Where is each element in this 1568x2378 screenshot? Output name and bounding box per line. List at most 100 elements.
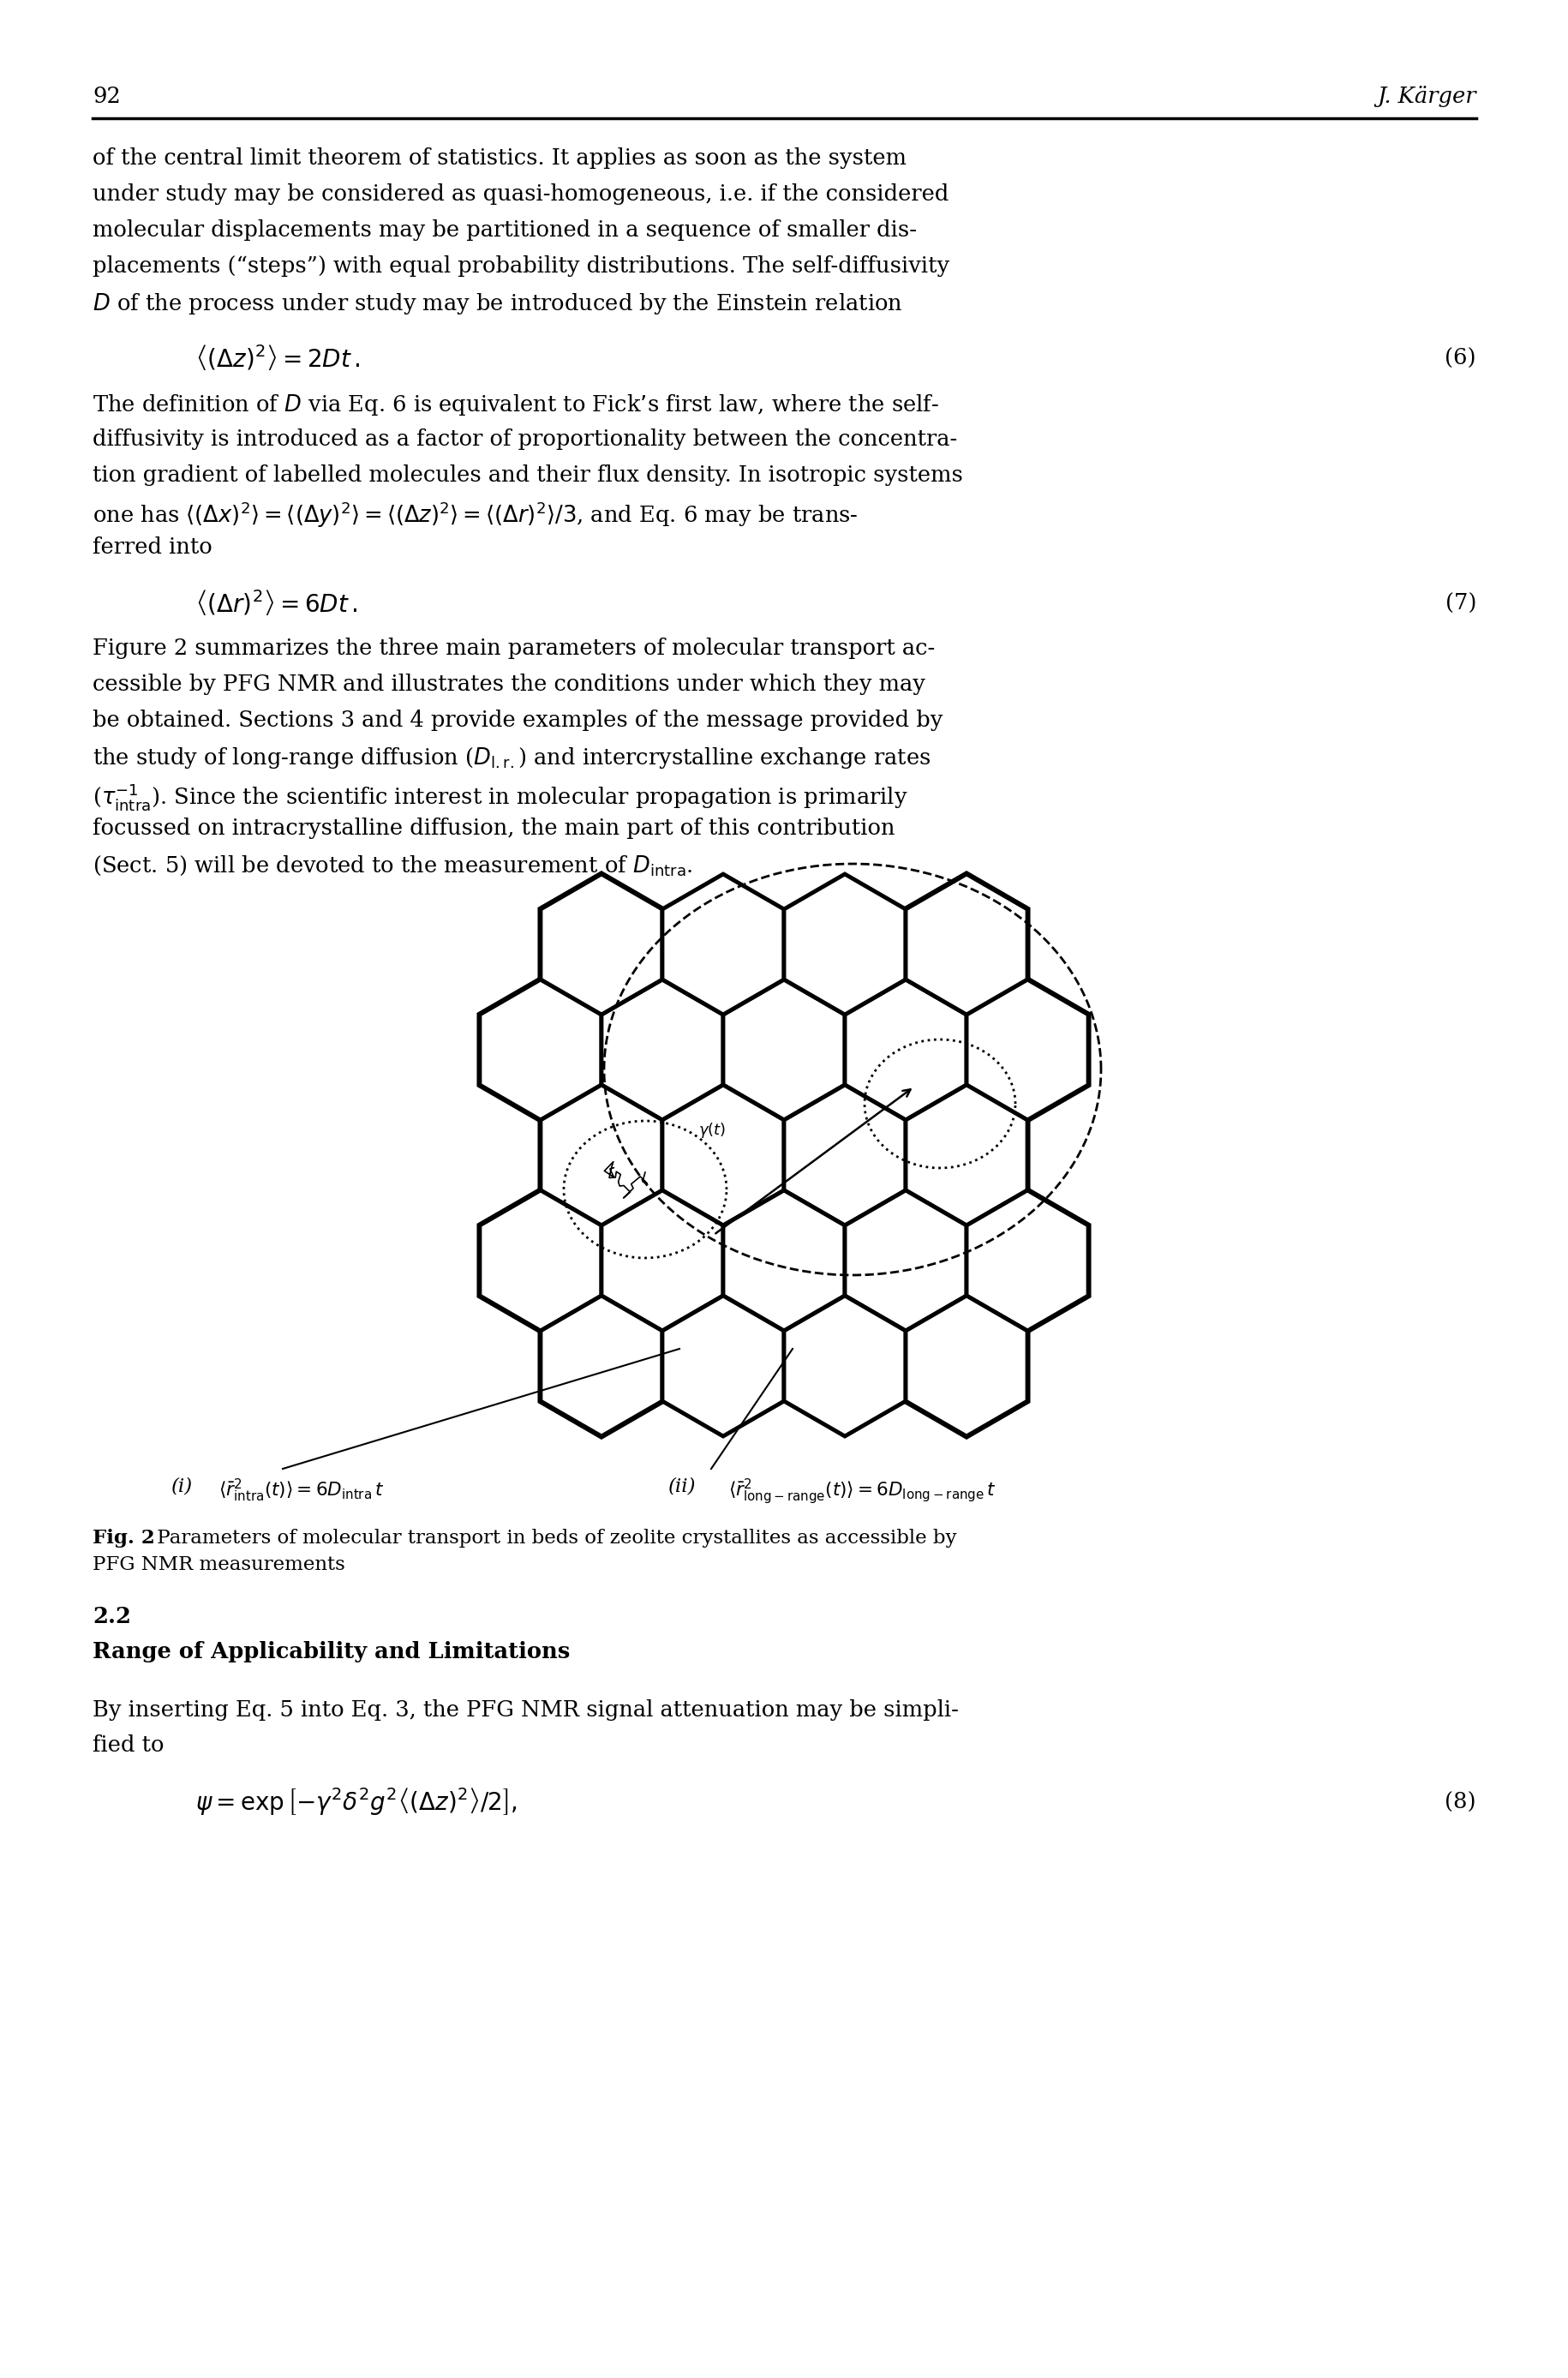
Polygon shape — [662, 875, 784, 1015]
Polygon shape — [905, 875, 1027, 1015]
Polygon shape — [541, 875, 662, 1015]
Polygon shape — [905, 875, 1027, 1015]
Polygon shape — [784, 1296, 905, 1436]
Polygon shape — [966, 1191, 1088, 1332]
Polygon shape — [966, 1191, 1088, 1332]
Text: diffusivity is introduced as a factor of proportionality between the concentra-: diffusivity is introduced as a factor of… — [93, 428, 956, 449]
Text: (8): (8) — [1444, 1791, 1475, 1812]
Text: ($\tau_{\mathrm{intra}}^{-1}$). Since the scientific interest in molecular propa: ($\tau_{\mathrm{intra}}^{-1}$). Since th… — [93, 782, 908, 813]
Polygon shape — [905, 1296, 1027, 1436]
Text: 92: 92 — [93, 86, 121, 107]
Polygon shape — [966, 980, 1088, 1120]
Polygon shape — [541, 1296, 662, 1436]
Polygon shape — [662, 875, 784, 1015]
Polygon shape — [905, 875, 1027, 1015]
Polygon shape — [905, 1084, 1027, 1225]
Polygon shape — [601, 980, 723, 1120]
Polygon shape — [905, 1296, 1027, 1436]
Text: Figure 2 summarizes the three main parameters of molecular transport ac-: Figure 2 summarizes the three main param… — [93, 637, 935, 659]
Polygon shape — [784, 1296, 905, 1436]
Text: cessible by PFG NMR and illustrates the conditions under which they may: cessible by PFG NMR and illustrates the … — [93, 673, 925, 694]
Polygon shape — [601, 980, 723, 1120]
Polygon shape — [541, 1296, 662, 1436]
Text: J. Kärger: J. Kärger — [1377, 86, 1475, 107]
Polygon shape — [845, 1191, 966, 1332]
Polygon shape — [784, 875, 905, 1015]
Polygon shape — [480, 1191, 601, 1332]
Text: $\langle\bar{r}^2_{\mathrm{long-range}}(t)\rangle = 6D_{\mathrm{long-range}}\,t$: $\langle\bar{r}^2_{\mathrm{long-range}}(… — [728, 1477, 996, 1508]
Text: $\left\langle(\Delta r)^2\right\rangle = 6Dt\,.$: $\left\langle(\Delta r)^2\right\rangle =… — [196, 587, 358, 616]
Polygon shape — [845, 980, 966, 1120]
Polygon shape — [905, 1084, 1027, 1225]
Polygon shape — [966, 1191, 1088, 1332]
Polygon shape — [541, 875, 662, 1015]
Text: molecular displacements may be partitioned in a sequence of smaller dis-: molecular displacements may be partition… — [93, 219, 916, 240]
Text: $\langle\bar{r}^2_{\mathrm{intra}}(t)\rangle = 6D_{\mathrm{intra}}\,t$: $\langle\bar{r}^2_{\mathrm{intra}}(t)\ra… — [218, 1477, 384, 1505]
Polygon shape — [541, 1084, 662, 1225]
Polygon shape — [905, 875, 1027, 1015]
Text: under study may be considered as quasi-homogeneous, i.e. if the considered: under study may be considered as quasi-h… — [93, 183, 949, 205]
Text: be obtained. Sections 3 and 4 provide examples of the message provided by: be obtained. Sections 3 and 4 provide ex… — [93, 709, 942, 730]
Polygon shape — [480, 1191, 601, 1332]
Text: (Sect. 5) will be devoted to the measurement of $D_{\mathrm{intra}}$.: (Sect. 5) will be devoted to the measure… — [93, 854, 693, 877]
Polygon shape — [662, 1084, 784, 1225]
Polygon shape — [662, 1084, 784, 1225]
Text: 2.2: 2.2 — [93, 1605, 132, 1627]
Text: Range of Applicability and Limitations: Range of Applicability and Limitations — [93, 1641, 569, 1662]
Polygon shape — [845, 1191, 966, 1332]
Polygon shape — [905, 1084, 1027, 1225]
Text: By inserting Eq. 5 into Eq. 3, the PFG NMR signal attenuation may be simpli-: By inserting Eq. 5 into Eq. 3, the PFG N… — [93, 1698, 958, 1719]
Text: tion gradient of labelled molecules and their flux density. In isotropic systems: tion gradient of labelled molecules and … — [93, 464, 963, 485]
Polygon shape — [845, 980, 966, 1120]
Text: the study of long-range diffusion ($D_{\mathrm{l.r.}}$) and intercrystalline exc: the study of long-range diffusion ($D_{\… — [93, 747, 930, 770]
Polygon shape — [480, 1191, 601, 1332]
Text: (7): (7) — [1444, 592, 1475, 614]
Polygon shape — [845, 1191, 966, 1332]
Text: ferred into: ferred into — [93, 537, 212, 559]
Polygon shape — [966, 980, 1088, 1120]
Polygon shape — [905, 1296, 1027, 1436]
Text: (iii): (iii) — [809, 927, 844, 946]
Text: (6): (6) — [1444, 347, 1475, 369]
Text: $\gamma(t)$: $\gamma(t)$ — [698, 1120, 726, 1139]
Polygon shape — [480, 980, 601, 1120]
Polygon shape — [784, 1084, 905, 1225]
Polygon shape — [601, 1191, 723, 1332]
Polygon shape — [723, 980, 845, 1120]
Polygon shape — [905, 1296, 1027, 1436]
Polygon shape — [723, 1191, 845, 1332]
Polygon shape — [905, 1084, 1027, 1225]
Polygon shape — [662, 1084, 784, 1225]
Polygon shape — [541, 1084, 662, 1225]
Polygon shape — [845, 980, 966, 1120]
Polygon shape — [723, 1191, 845, 1332]
Polygon shape — [845, 1191, 966, 1332]
Text: (i): (i) — [171, 1477, 193, 1496]
Text: one has $\langle(\Delta x)^2\rangle = \langle(\Delta y)^2\rangle = \langle(\Delt: one has $\langle(\Delta x)^2\rangle = \l… — [93, 499, 858, 530]
Polygon shape — [723, 1191, 845, 1332]
Polygon shape — [845, 980, 966, 1120]
Polygon shape — [541, 1296, 662, 1436]
Polygon shape — [966, 1191, 1088, 1332]
Polygon shape — [480, 980, 601, 1120]
Polygon shape — [541, 875, 662, 1015]
Text: Fig. 2: Fig. 2 — [93, 1529, 155, 1548]
Polygon shape — [541, 1084, 662, 1225]
Polygon shape — [601, 1191, 723, 1332]
Polygon shape — [480, 980, 601, 1120]
Polygon shape — [966, 980, 1088, 1120]
Polygon shape — [723, 980, 845, 1120]
Text: of the central limit theorem of statistics. It applies as soon as the system: of the central limit theorem of statisti… — [93, 147, 906, 169]
Text: fied to: fied to — [93, 1736, 165, 1757]
Polygon shape — [723, 1191, 845, 1332]
Text: The definition of $D$ via Eq. 6 is equivalent to Fick’s first law, where the sel: The definition of $D$ via Eq. 6 is equiv… — [93, 392, 939, 416]
Polygon shape — [541, 1084, 662, 1225]
Text: PFG NMR measurements: PFG NMR measurements — [93, 1555, 345, 1574]
Polygon shape — [662, 1296, 784, 1436]
Polygon shape — [662, 1296, 784, 1436]
Polygon shape — [723, 980, 845, 1120]
Polygon shape — [966, 980, 1088, 1120]
Polygon shape — [541, 875, 662, 1015]
Polygon shape — [784, 1084, 905, 1225]
Polygon shape — [662, 875, 784, 1015]
